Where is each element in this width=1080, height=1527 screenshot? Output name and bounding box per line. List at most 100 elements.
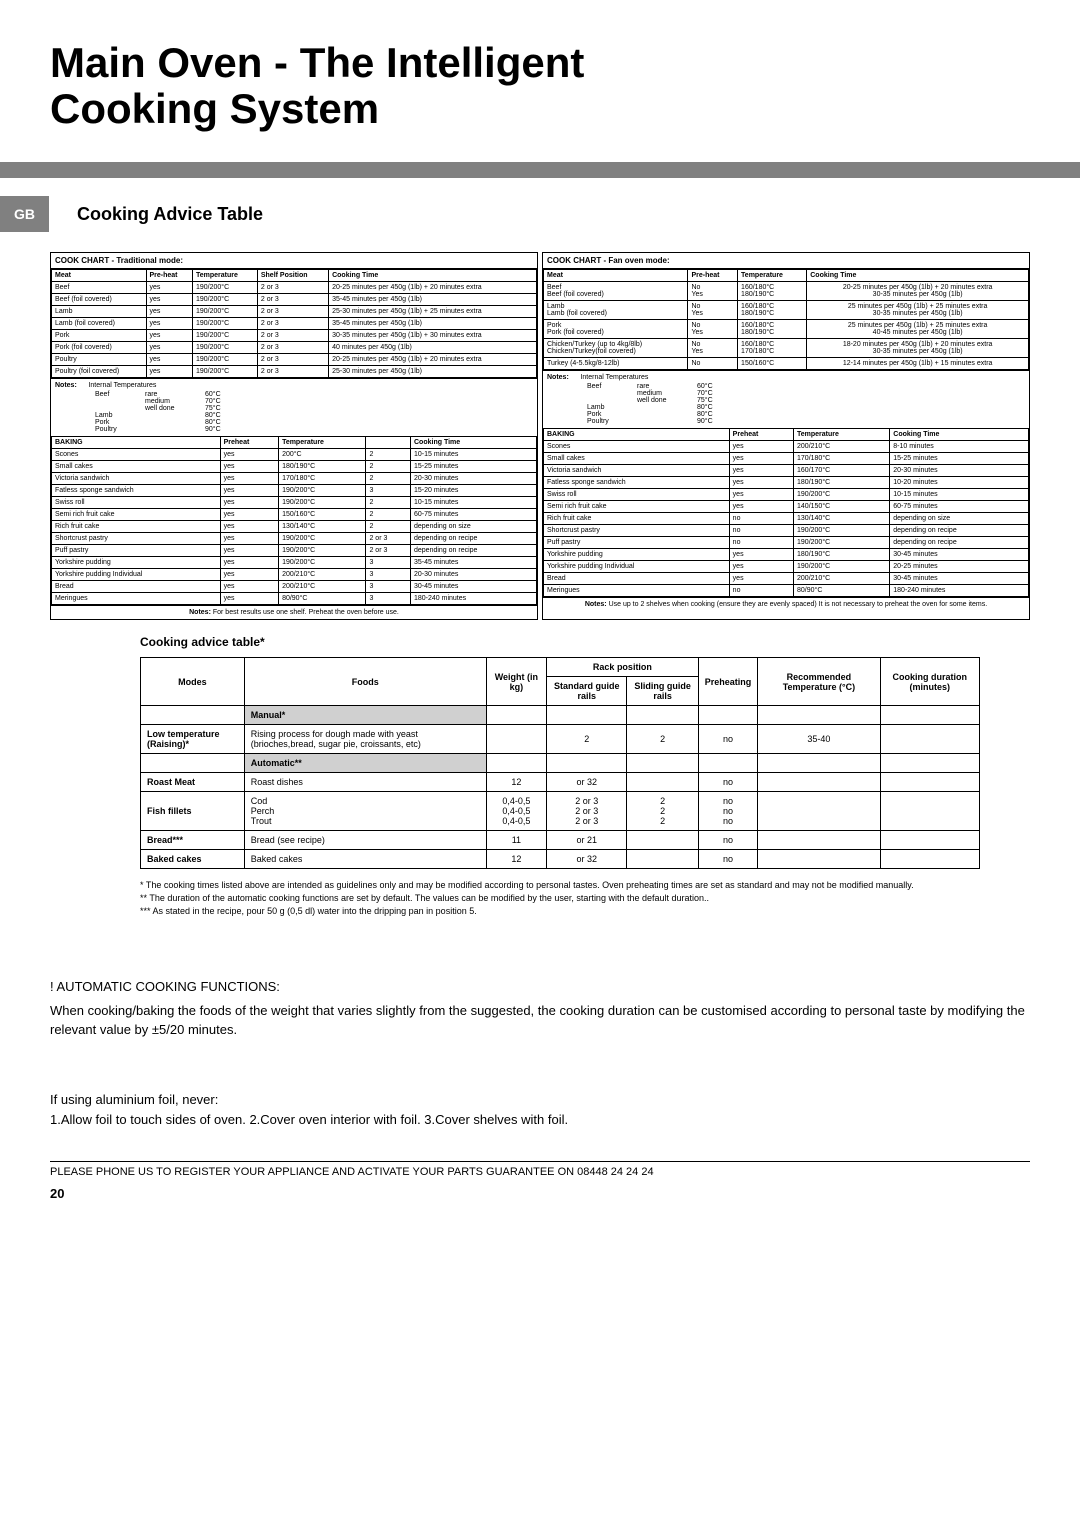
table-cell: yes <box>146 366 192 378</box>
table-cell: 2 <box>366 449 411 461</box>
table-cell: 190/200°C <box>279 533 366 545</box>
table-cell: Small cakes <box>52 461 221 473</box>
advice-title: Cooking advice table* <box>140 635 1030 649</box>
title-line2: Cooking System <box>50 85 379 132</box>
col-rack: Rack position <box>547 658 699 677</box>
table-cell: yes <box>220 473 278 485</box>
table-cell <box>627 831 698 850</box>
table-cell: 10-20 minutes <box>890 477 1029 489</box>
table-row: Sconesyes200/210°C8-10 minutes <box>544 441 1029 453</box>
table-cell: Meringues <box>52 593 221 605</box>
table-cell: 3 <box>366 581 411 593</box>
table-cell: 20-25 minutes per 450g (1lb) + 20 minute… <box>329 354 537 366</box>
table-cell <box>627 773 698 792</box>
table-cell: 190/200°C <box>794 537 890 549</box>
table-cell: 60-75 minutes <box>890 501 1029 513</box>
table-cell: 190/200°C <box>279 545 366 557</box>
table-cell: no <box>729 585 793 597</box>
table-cell: 2 or 3 <box>257 342 328 354</box>
table-cell: Scones <box>52 449 221 461</box>
table-row: Baked cakesBaked cakes12or 32no <box>141 850 980 869</box>
table-cell: 190/200°C <box>192 294 257 306</box>
table-cell: yes <box>220 569 278 581</box>
table-cell: no <box>729 513 793 525</box>
table-cell: or 32 <box>547 850 627 869</box>
table-cell <box>627 850 698 869</box>
table-cell: Lamb <box>52 306 147 318</box>
table-cell: depending on recipe <box>890 537 1029 549</box>
table-cell: 130/140°C <box>794 513 890 525</box>
fan-baking-table: BAKINGPreheatTemperatureCooking Time Sco… <box>543 428 1029 597</box>
table-cell: yes <box>146 330 192 342</box>
table-header: BAKING <box>544 429 730 441</box>
table-cell: Poultry (foil covered) <box>52 366 147 378</box>
table-cell: 2 <box>366 473 411 485</box>
fan-chart: COOK CHART - Fan oven mode: MeatPre-heat… <box>542 252 1030 620</box>
col-foods: Foods <box>244 658 486 706</box>
table-cell: 2 or 3 <box>257 318 328 330</box>
table-cell <box>758 706 880 725</box>
table-cell: yes <box>220 593 278 605</box>
fan-footer-text: Use up to 2 shelves when cooking (ensure… <box>609 601 988 608</box>
table-cell: 3 <box>366 485 411 497</box>
table-cell: Shortcrust pastry <box>52 533 221 545</box>
table-cell: 20-25 minutes per 450g (1lb) + 20 minute… <box>329 282 537 294</box>
table-cell: 200/210°C <box>794 573 890 585</box>
temp-row: Beefrare60°C <box>95 391 533 398</box>
table-header: Shelf Position <box>257 270 328 282</box>
table-cell <box>880 831 979 850</box>
table-cell: depending on size <box>890 513 1029 525</box>
table-cell: or 32 <box>547 773 627 792</box>
temp-row: medium70°C <box>587 390 1025 397</box>
table-row: Lamb (foil covered)yes190/200°C2 or 335-… <box>52 318 537 330</box>
table-cell: Baked cakes <box>244 850 486 869</box>
table-cell <box>486 754 546 773</box>
table-row: Rich fruit cakeyes130/140°C2depending on… <box>52 521 537 533</box>
table-cell: Beef (foil covered) <box>52 294 147 306</box>
table-cell: no <box>729 525 793 537</box>
table-cell: NoYes <box>688 320 738 339</box>
table-cell: 2 or 3 <box>257 354 328 366</box>
fan-notes-sub: Internal Temperatures <box>580 374 648 381</box>
table-cell: 2 <box>366 509 411 521</box>
table-row: Poultryyes190/200°C2 or 320-25 minutes p… <box>52 354 537 366</box>
table-cell: yes <box>729 441 793 453</box>
table-cell: Baked cakes <box>141 850 245 869</box>
table-row: Yorkshire puddingyes180/190°C30-45 minut… <box>544 549 1029 561</box>
cook-charts: COOK CHART - Traditional mode: MeatPre-h… <box>50 252 1030 620</box>
table-cell: 18-20 minutes per 450g (1lb) + 20 minute… <box>807 339 1029 358</box>
table-cell: Beef <box>52 282 147 294</box>
table-cell: 150/160°C <box>279 509 366 521</box>
table-cell: Bread <box>52 581 221 593</box>
table-header: Pre-heat <box>146 270 192 282</box>
advice-table: Modes Foods Weight (in kg) Rack position… <box>140 657 980 869</box>
table-cell: Low temperature (Raising)* <box>141 725 245 754</box>
table-cell: yes <box>220 497 278 509</box>
table-cell: 2 <box>366 461 411 473</box>
temp-row: Poultry90°C <box>95 426 533 433</box>
table-cell: 200/210°C <box>279 569 366 581</box>
auto-body: When cooking/baking the foods of the wei… <box>50 1001 1030 1040</box>
table-cell: Victoria sandwich <box>544 465 730 477</box>
table-cell: no <box>698 725 758 754</box>
table-cell: yes <box>729 561 793 573</box>
table-cell: 180/190°C <box>279 461 366 473</box>
table-cell: Chicken/Turkey (up to 4kg/8lb)Chicken/Tu… <box>544 339 688 358</box>
temp-row: well done75°C <box>95 405 533 412</box>
table-cell: yes <box>729 501 793 513</box>
table-cell <box>758 773 880 792</box>
table-cell: Semi rich fruit cake <box>544 501 730 513</box>
traditional-meat-table: MeatPre-heatTemperatureShelf PositionCoo… <box>51 269 537 378</box>
table-cell: 15-25 minutes <box>411 461 537 473</box>
table-cell: yes <box>220 533 278 545</box>
trad-footer-text: For best results use one shelf. Preheat … <box>213 609 399 616</box>
table-cell: 190/200°C <box>192 354 257 366</box>
table-header <box>366 437 411 449</box>
table-row: LambLamb (foil covered)NoYes160/180°C180… <box>544 301 1029 320</box>
table-cell: 30-45 minutes <box>890 573 1029 585</box>
table-cell: yes <box>729 489 793 501</box>
table-cell: 190/200°C <box>192 342 257 354</box>
table-cell: 3 <box>366 557 411 569</box>
table-cell: 10-15 minutes <box>890 489 1029 501</box>
table-cell: yes <box>146 294 192 306</box>
